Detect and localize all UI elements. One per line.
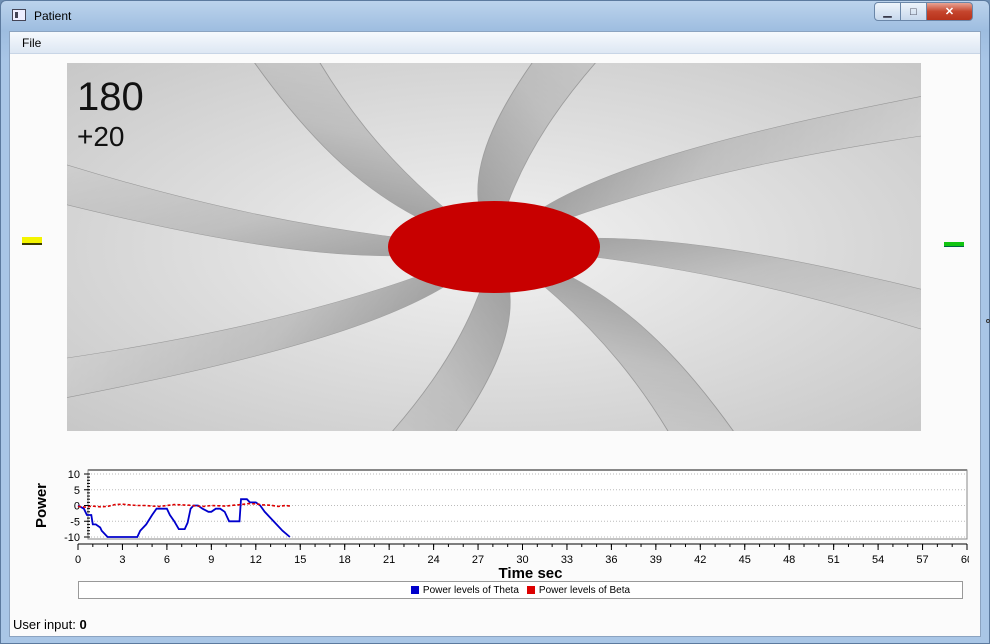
y-tick-label: 5	[74, 485, 80, 497]
spiral-blade	[196, 63, 495, 248]
x-tick-label: 45	[739, 554, 751, 566]
x-tick-label: 30	[516, 554, 528, 566]
user-input-status: User input: 0	[13, 617, 87, 632]
legend-label-beta: Power levels of Beta	[538, 584, 631, 596]
game-canvas: 180 +20	[67, 63, 921, 431]
x-tick-label: 39	[650, 554, 662, 566]
score-value: 180	[77, 75, 144, 119]
resize-grip[interactable]	[986, 319, 990, 323]
plot-area	[87, 469, 968, 540]
x-tick-label: 57	[916, 554, 928, 566]
x-tick-label: 24	[427, 554, 439, 566]
spiral-blade	[493, 83, 921, 248]
x-tick-label: 18	[339, 554, 351, 566]
x-tick-label: 3	[119, 554, 125, 566]
close-button[interactable]: ✕	[927, 2, 973, 21]
y-tick-label: 0	[74, 501, 80, 513]
x-tick-label: 0	[75, 554, 81, 566]
maximize-button[interactable]: □	[901, 2, 927, 21]
x-tick-label: 21	[383, 554, 395, 566]
x-tick-label: 27	[472, 554, 484, 566]
series-line-theta	[77, 498, 291, 538]
x-tick-label: 54	[872, 554, 884, 566]
x-axis-label: Time sec	[499, 565, 563, 580]
x-tick-label: 51	[828, 554, 840, 566]
legend-swatch-beta	[526, 586, 535, 594]
y-tick-label: -5	[70, 516, 80, 528]
spiral-background	[67, 63, 921, 431]
menu-file[interactable]: File	[22, 36, 42, 50]
spiral-blade	[67, 246, 495, 411]
window-controls: ▁ □ ✕	[874, 2, 973, 22]
x-tick-label: 12	[250, 554, 262, 566]
legend-item-beta: Power levels of Beta	[526, 584, 631, 596]
client-area: File	[9, 31, 981, 637]
user-input-value: 0	[79, 617, 87, 632]
x-tick-label: 60	[961, 554, 969, 566]
user-input-label: User input:	[13, 617, 76, 632]
right-marker	[944, 242, 964, 247]
x-tick-label: 36	[605, 554, 617, 566]
x-tick-label: 9	[208, 554, 214, 566]
chart-legend: Power levels of Theta Power levels of Be…	[78, 581, 963, 599]
spiral-blade	[493, 246, 792, 431]
app-icon	[12, 9, 26, 21]
minimize-button[interactable]: ▁	[874, 2, 901, 21]
title-bar[interactable]: Patient ▁ □ ✕	[1, 1, 989, 31]
series-line-beta	[77, 502, 291, 508]
y-tick-label: -10	[64, 532, 80, 544]
x-tick-label: 15	[294, 554, 306, 566]
x-tick-label: 42	[694, 554, 706, 566]
left-marker	[22, 237, 42, 245]
legend-label-theta: Power levels of Theta	[422, 584, 519, 596]
target-ellipse	[388, 201, 600, 293]
legend-swatch-theta	[410, 586, 419, 594]
x-tick-label: 6	[164, 554, 170, 566]
x-tick-label: 48	[783, 554, 795, 566]
menu-bar: File	[10, 32, 980, 54]
y-axis-label: Power	[33, 483, 50, 528]
score-delta: +20	[77, 121, 125, 152]
y-tick-label: 10	[68, 469, 80, 481]
legend-item-theta: Power levels of Theta	[410, 584, 519, 596]
x-tick-label: 33	[561, 554, 573, 566]
window-title: Patient	[34, 9, 72, 23]
